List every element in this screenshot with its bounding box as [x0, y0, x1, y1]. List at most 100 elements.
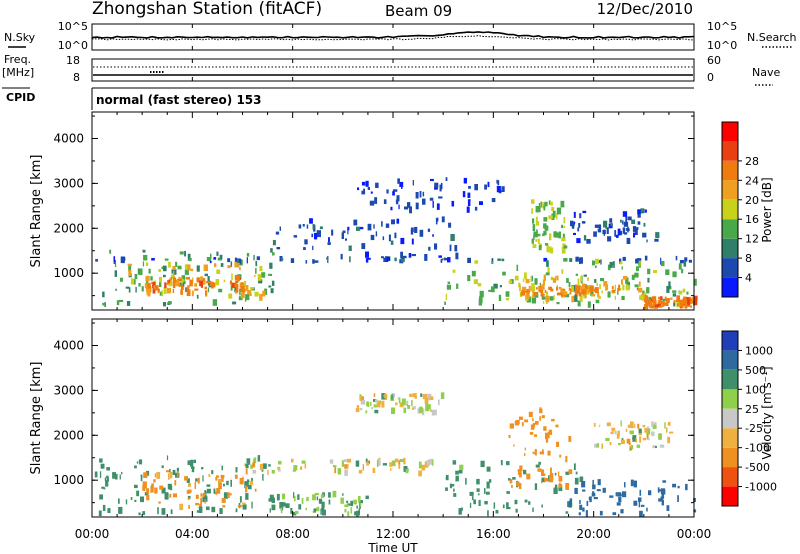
velocity-colorbar-label: Velocity [m s⁻¹]: [760, 366, 774, 459]
data-cell: [553, 295, 555, 301]
data-cell: [242, 504, 247, 510]
data-cell: [158, 269, 161, 272]
data-cell: [658, 299, 662, 303]
data-cell: [196, 294, 199, 299]
data-cell: [148, 268, 151, 274]
data-cell: [187, 489, 192, 493]
data-cell: [603, 281, 608, 287]
data-cell: [582, 289, 585, 296]
data-cell: [159, 291, 162, 296]
data-cell: [548, 429, 553, 435]
data-cell: [556, 302, 560, 305]
data-cell: [301, 497, 304, 504]
data-cell: [479, 201, 483, 205]
data-cell: [491, 286, 495, 293]
data-cell: [548, 200, 551, 205]
data-cell: [399, 458, 404, 462]
data-cell: [167, 280, 169, 285]
data-cell: [650, 298, 653, 302]
data-cell: [514, 275, 519, 281]
data-cell: [524, 447, 526, 451]
data-cell: [213, 488, 216, 494]
data-cell: [196, 510, 200, 513]
data-cell: [450, 234, 455, 241]
data-cell: [518, 282, 521, 288]
data-cell: [668, 281, 671, 289]
data-cell: [599, 284, 601, 290]
data-cell: [568, 282, 571, 288]
data-cell: [381, 256, 384, 259]
data-cell: [536, 222, 538, 226]
data-cell: [221, 465, 223, 471]
data-cell: [682, 288, 686, 293]
data-cell: [639, 436, 642, 443]
data-cell: [342, 493, 344, 496]
data-cell: [506, 491, 510, 494]
data-cell: [191, 290, 194, 297]
data-cell: [445, 293, 447, 301]
data-cell: [118, 498, 120, 504]
data-cell: [419, 229, 424, 237]
data-cell: [658, 498, 663, 502]
data-cell: [455, 470, 459, 475]
data-cell: [269, 508, 271, 513]
data-cell: [524, 453, 526, 456]
data-cell: [609, 495, 614, 498]
data-cell: [676, 303, 679, 306]
colorbar-tick-label: -500: [745, 461, 770, 474]
data-cell: [231, 273, 233, 281]
data-cell: [421, 408, 425, 416]
data-cell: [125, 286, 130, 289]
data-cell: [642, 232, 647, 238]
data-cell: [565, 456, 568, 463]
data-cell: [206, 488, 211, 494]
data-cell: [591, 294, 596, 297]
data-cell: [421, 464, 426, 471]
data-cell: [633, 500, 638, 506]
data-cell: [593, 423, 596, 427]
data-cell: [412, 406, 416, 410]
data-cell: [558, 475, 563, 482]
data-cell: [618, 443, 621, 446]
data-cell: [537, 468, 542, 472]
data-cell: [571, 285, 574, 293]
data-cell: [152, 284, 154, 289]
data-cell: [672, 293, 677, 297]
data-cell: [550, 276, 554, 281]
data-cell: [634, 272, 639, 278]
data-cell: [255, 267, 257, 274]
data-cell: [234, 287, 237, 293]
data-cell: [535, 206, 540, 213]
data-cell: [666, 285, 670, 293]
data-cell: [209, 281, 214, 287]
data-cell: [657, 300, 659, 305]
data-cell: [536, 233, 541, 237]
data-cell: [638, 428, 642, 434]
data-cell: [465, 478, 467, 485]
data-cell: [365, 410, 368, 414]
data-cell: [240, 258, 242, 265]
data-cell: [541, 480, 543, 484]
data-cell: [126, 301, 131, 306]
data-cell: [134, 484, 138, 489]
data-cell: [285, 503, 290, 508]
data-cell: [581, 481, 586, 488]
data-cell: [259, 463, 264, 471]
data-cell: [502, 504, 505, 509]
data-cell: [581, 221, 586, 224]
data-cell: [234, 284, 239, 287]
data-cell: [370, 234, 375, 241]
data-cell: [181, 279, 185, 282]
data-cell: [593, 231, 597, 237]
data-cell: [411, 399, 413, 407]
data-cell: [161, 290, 163, 297]
data-cell: [679, 290, 683, 295]
data-cell: [532, 244, 537, 248]
data-cell: [532, 418, 534, 422]
freq-label: Freq.: [4, 53, 31, 66]
data-cell: [408, 253, 412, 258]
data-cell: [159, 280, 162, 287]
data-cell: [630, 479, 634, 487]
colorbar-segment: [722, 331, 738, 351]
data-cell: [579, 499, 581, 504]
